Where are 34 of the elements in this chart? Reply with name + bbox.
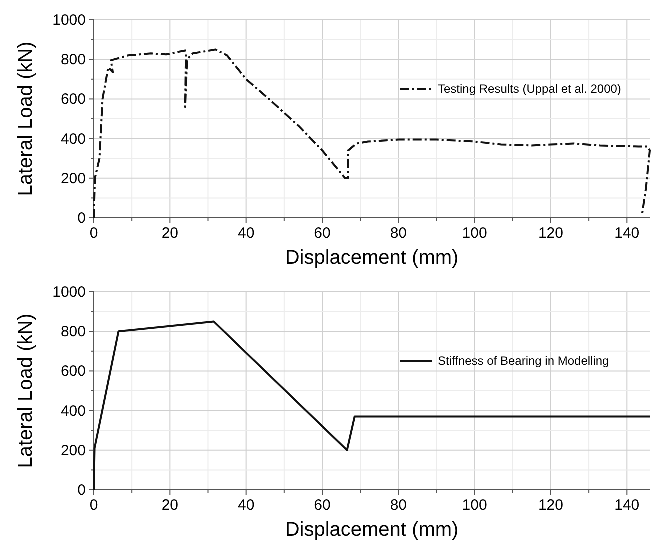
x-tick-label: 0 bbox=[90, 225, 98, 242]
y-tick-label: 400 bbox=[60, 402, 86, 420]
y-tick-label: 200 bbox=[60, 442, 86, 460]
x-tick-label: 80 bbox=[390, 497, 407, 514]
x-tick-label: 60 bbox=[314, 497, 331, 514]
x-tick-label: 140 bbox=[614, 225, 640, 242]
x-tick-label: 20 bbox=[162, 497, 179, 514]
x-axis-title: Displacement (mm) bbox=[285, 247, 459, 269]
y-tick-label: 1000 bbox=[52, 12, 86, 29]
x-tick-label: 60 bbox=[314, 225, 331, 242]
x-tick-label: 100 bbox=[462, 497, 488, 514]
x-tick-label: 20 bbox=[162, 225, 179, 242]
y-axis-title: Lateral Load (kN) bbox=[15, 314, 37, 468]
x-tick-label: 40 bbox=[238, 225, 255, 242]
y-tick-label: 600 bbox=[60, 91, 86, 108]
y-tick-label: 800 bbox=[60, 52, 86, 69]
y-tick-label: 600 bbox=[60, 363, 86, 380]
x-tick-label: 80 bbox=[390, 225, 407, 242]
x-tick-label: 140 bbox=[614, 497, 640, 514]
x-tick-label: 120 bbox=[538, 497, 564, 514]
x-tick-label: 0 bbox=[90, 497, 98, 514]
x-tick-label: 40 bbox=[238, 497, 255, 514]
legend-label: Stiffness of Bearing in Modelling bbox=[438, 354, 610, 368]
y-tick-label: 0 bbox=[78, 210, 86, 227]
x-axis-title: Displacement (mm) bbox=[285, 519, 459, 541]
y-tick-label: 200 bbox=[60, 170, 86, 188]
y-tick-label: 1000 bbox=[52, 284, 86, 301]
y-tick-label: 0 bbox=[78, 482, 86, 499]
x-tick-label: 120 bbox=[538, 225, 564, 242]
y-tick-label: 800 bbox=[60, 324, 86, 341]
y-axis-title: Lateral Load (kN) bbox=[15, 42, 37, 196]
y-tick-label: 400 bbox=[60, 130, 86, 148]
x-tick-label: 100 bbox=[462, 225, 488, 242]
legend-label: Testing Results (Uppal et al. 2000) bbox=[438, 82, 622, 96]
